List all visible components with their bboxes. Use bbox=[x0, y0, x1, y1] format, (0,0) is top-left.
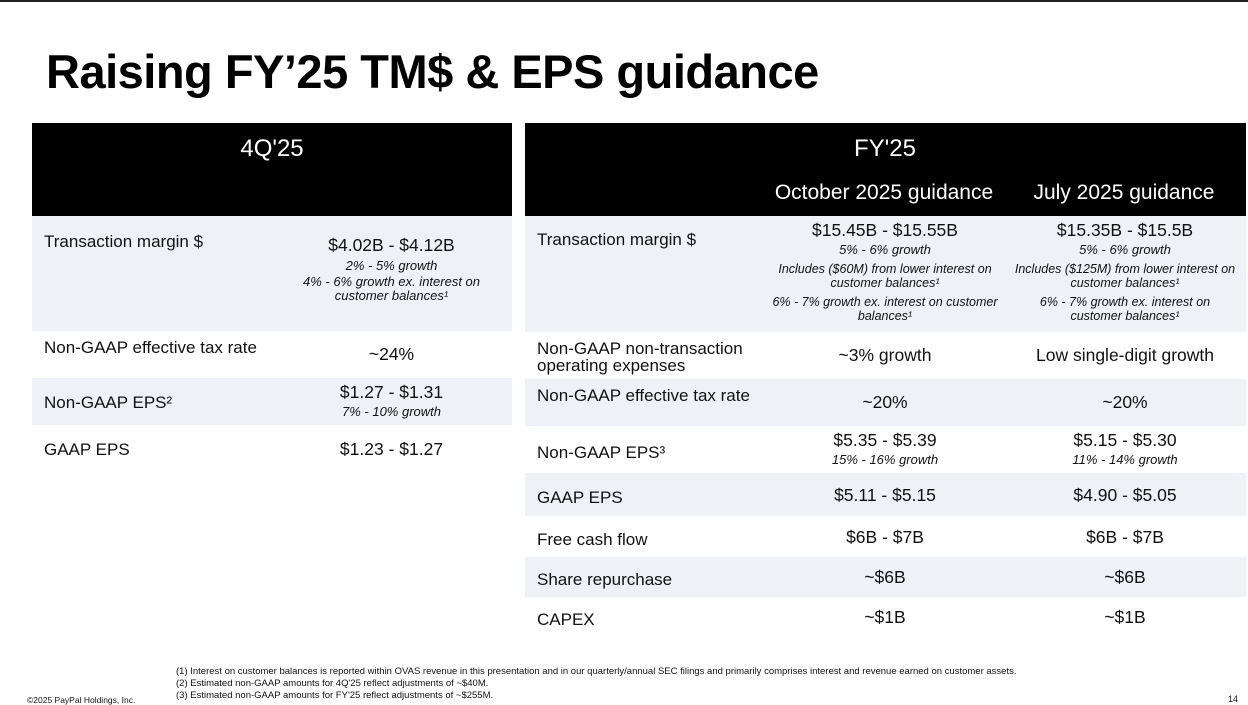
full-year-guidance-table: FY'25 October 2025 guidance July 2025 gu… bbox=[525, 123, 1246, 637]
row-value-july: ~$1B bbox=[1013, 607, 1237, 628]
quarter-guidance-table: 4Q'25 Transaction margin $ $4.02B - $4.1… bbox=[32, 123, 512, 472]
row-label: Non-GAAP effective tax rate bbox=[44, 338, 257, 357]
value-note: 6% - 7% growth ex. interest on customer … bbox=[772, 295, 998, 323]
top-rule bbox=[0, 0, 1248, 2]
row-label: Non-GAAP effective tax rate bbox=[537, 386, 750, 405]
value-main: $1.23 - $1.27 bbox=[339, 439, 444, 459]
row-label: Share repurchase bbox=[537, 570, 673, 589]
value-note: 4% - 6% growth ex. interest on customer … bbox=[302, 274, 481, 303]
value-main: ~$6B bbox=[1104, 567, 1146, 587]
row-label: GAAP EPS bbox=[537, 488, 623, 507]
row-label: Non-GAAP EPS² bbox=[44, 393, 173, 412]
value-growth: 11% - 14% growth bbox=[1072, 452, 1178, 467]
value-main: ~20% bbox=[862, 392, 908, 412]
value-main: $6B - $7B bbox=[1086, 527, 1164, 547]
row-value-july: ~20% bbox=[1013, 392, 1237, 413]
footnote-1: (1) Interest on customer balances is rep… bbox=[176, 666, 1017, 677]
row-value: $1.27 - $1.31 7% - 10% growth bbox=[294, 382, 489, 419]
value-note: Includes ($125M) from lower interest on … bbox=[1014, 262, 1236, 290]
value-main: $5.15 - $5.30 bbox=[1073, 430, 1177, 450]
table-row: Transaction margin $ $4.02B - $4.12B 2% … bbox=[32, 216, 512, 331]
row-label: Transaction margin $ bbox=[44, 232, 204, 251]
value-main: $1.27 - $1.31 bbox=[339, 382, 444, 402]
row-value-july: $4.90 - $5.05 bbox=[1013, 485, 1237, 506]
table-row: Share repurchase ~$6B ~$6B bbox=[525, 557, 1246, 597]
table-row: Non-GAAP effective tax rate ~20% ~20% bbox=[525, 379, 1246, 426]
row-value-october: ~20% bbox=[767, 392, 1003, 413]
footnote-2: (2) Estimated non-GAAP amounts for 4Q'25… bbox=[176, 678, 489, 689]
value-main: ~$6B bbox=[864, 567, 906, 587]
value-main: ~24% bbox=[368, 344, 415, 364]
quarter-header-title: 4Q'25 bbox=[240, 135, 304, 162]
table-row: Non-GAAP non-transaction operating expen… bbox=[525, 332, 1246, 379]
row-label: Transaction margin $ bbox=[537, 230, 697, 249]
value-main: ~3% growth bbox=[838, 345, 932, 365]
value-main: $5.11 - $5.15 bbox=[834, 485, 936, 505]
row-value-july: ~$6B bbox=[1013, 567, 1237, 588]
value-main: $4.02B - $4.12B bbox=[328, 235, 455, 255]
table-row: Non-GAAP effective tax rate ~24% bbox=[32, 331, 512, 378]
row-value-october: ~3% growth bbox=[767, 345, 1003, 366]
value-growth: 2% - 5% growth bbox=[345, 258, 438, 273]
value-main: ~20% bbox=[1102, 392, 1148, 412]
value-growth: 5% - 6% growth bbox=[839, 242, 931, 257]
row-label: Non-GAAP EPS³ bbox=[537, 443, 666, 462]
table-row: Non-GAAP EPS³ $5.35 - $5.39 15% - 16% gr… bbox=[525, 426, 1246, 473]
row-label: Non-GAAP non-transaction operating expen… bbox=[537, 339, 743, 375]
value-main: ~$1B bbox=[1104, 607, 1146, 627]
table-row: GAAP EPS $1.23 - $1.27 bbox=[32, 425, 512, 472]
row-value-july: $15.35B - $15.5B 5% - 6% growth Includes… bbox=[1013, 220, 1237, 323]
value-growth: 5% - 6% growth bbox=[1079, 242, 1171, 257]
table-row: Free cash flow $6B - $7B $6B - $7B bbox=[525, 516, 1246, 557]
table-row: Non-GAAP EPS² $1.27 - $1.31 7% - 10% gro… bbox=[32, 378, 512, 425]
column-header-july: July 2025 guidance bbox=[1033, 181, 1215, 204]
value-main: $6B - $7B bbox=[846, 527, 924, 547]
value-main: $15.35B - $15.5B bbox=[1056, 220, 1194, 240]
value-main: $5.35 - $5.39 bbox=[833, 430, 937, 450]
value-main: ~$1B bbox=[864, 607, 906, 627]
row-value-october: $5.11 - $5.15 bbox=[767, 485, 1003, 506]
column-header-october: October 2025 guidance bbox=[774, 181, 994, 204]
value-growth: 15% - 16% growth bbox=[831, 452, 939, 467]
table-row: GAAP EPS $5.11 - $5.15 $4.90 - $5.05 bbox=[525, 473, 1246, 516]
table-row: CAPEX ~$1B ~$1B bbox=[525, 597, 1246, 637]
row-value-july: $5.15 - $5.30 11% - 14% growth bbox=[1013, 430, 1237, 467]
row-value-october: $15.45B - $15.55B 5% - 6% growth Include… bbox=[767, 220, 1003, 323]
value-growth: 7% - 10% growth bbox=[342, 404, 441, 419]
table-row: Transaction margin $ $15.45B - $15.55B 5… bbox=[525, 216, 1246, 332]
footnotes: (1) Interest on customer balances is rep… bbox=[176, 666, 1016, 702]
row-label: CAPEX bbox=[537, 610, 595, 629]
row-value-july: $6B - $7B bbox=[1013, 527, 1237, 548]
value-main: $4.90 - $5.05 bbox=[1073, 485, 1177, 505]
value-note: Includes ($60M) from lower interest on c… bbox=[778, 262, 992, 290]
row-value: $4.02B - $4.12B 2% - 5% growth 4% - 6% g… bbox=[294, 235, 489, 303]
footnote-3: (3) Estimated non-GAAP amounts for FY'25… bbox=[176, 690, 494, 701]
value-main: Low single-digit growth bbox=[1035, 345, 1214, 365]
row-value-october: $6B - $7B bbox=[767, 527, 1003, 548]
page-title: Raising FY’25 TM$ & EPS guidance bbox=[46, 45, 819, 98]
full-year-header: FY'25 October 2025 guidance July 2025 gu… bbox=[525, 123, 1246, 216]
row-value-october: ~$6B bbox=[767, 567, 1003, 588]
full-year-header-title: FY'25 bbox=[854, 135, 916, 162]
row-value: $1.23 - $1.27 bbox=[294, 439, 489, 460]
row-label: Free cash flow bbox=[537, 530, 648, 549]
row-value: ~24% bbox=[294, 344, 489, 365]
value-note: 6% - 7% growth ex. interest on customer … bbox=[1039, 295, 1211, 323]
row-value-october: ~$1B bbox=[767, 607, 1003, 628]
copyright-notice: ©2025 PayPal Holdings, Inc. bbox=[27, 695, 136, 705]
value-main: $15.45B - $15.55B bbox=[812, 220, 958, 240]
row-label: GAAP EPS bbox=[44, 440, 130, 459]
row-value-july: Low single-digit growth bbox=[1013, 345, 1237, 366]
row-value-october: $5.35 - $5.39 15% - 16% growth bbox=[767, 430, 1003, 467]
quarter-header: 4Q'25 bbox=[32, 123, 512, 216]
page-number: 14 bbox=[1227, 694, 1238, 704]
